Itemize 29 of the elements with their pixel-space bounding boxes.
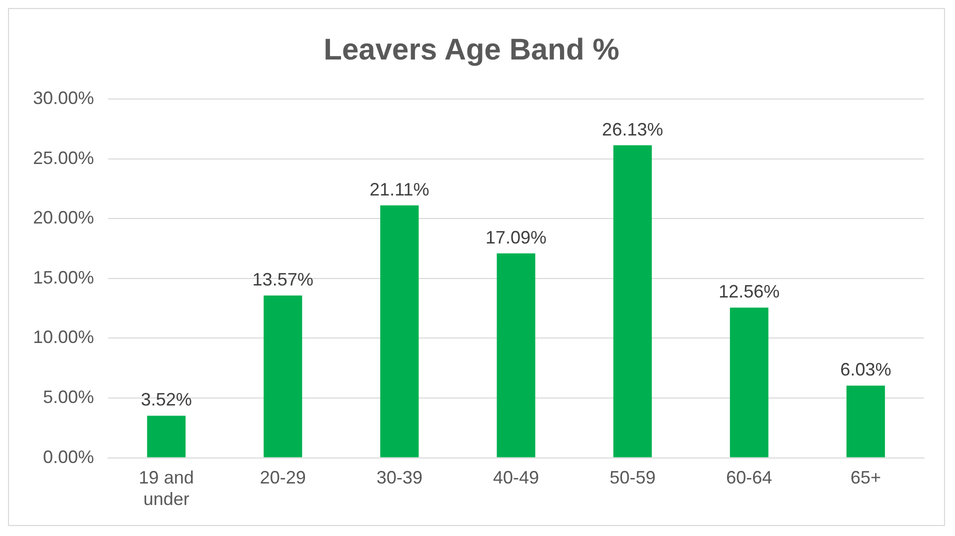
bar — [147, 416, 186, 458]
x-tick-label: 20-29 — [260, 468, 306, 488]
y-tick-label: 10.00% — [32, 327, 94, 348]
x-tick-label: 60-64 — [726, 468, 772, 488]
bar — [380, 205, 419, 458]
bar — [264, 296, 302, 458]
y-tick-label: 0.00% — [43, 446, 94, 467]
y-tick-label: 25.00% — [32, 148, 94, 168]
x-tick-label: 40-49 — [493, 468, 540, 488]
x-tick-label: 19 and under — [138, 468, 194, 510]
chart-title: Leavers Age Band % — [324, 33, 620, 66]
data-label: 13.57% — [252, 269, 314, 290]
bar — [730, 308, 768, 458]
data-label: 6.03% — [840, 360, 892, 380]
data-label: 17.09% — [485, 227, 547, 248]
y-tick-label: 15.00% — [32, 267, 94, 288]
data-label: 26.13% — [602, 119, 664, 140]
data-label: 3.52% — [140, 390, 192, 410]
bar — [846, 386, 885, 458]
data-label: 12.56% — [718, 282, 780, 302]
y-tick-label: 5.00% — [43, 386, 94, 407]
bar — [613, 145, 652, 458]
y-tick-label: 30.00% — [32, 88, 94, 108]
x-tick-label: 30-39 — [376, 468, 422, 488]
bar — [496, 253, 536, 458]
x-tick-label: 50-59 — [610, 468, 656, 488]
y-tick-label: 20.00% — [32, 208, 94, 228]
x-tick-label: 65+ — [850, 468, 881, 488]
data-label: 21.11% — [370, 179, 430, 200]
